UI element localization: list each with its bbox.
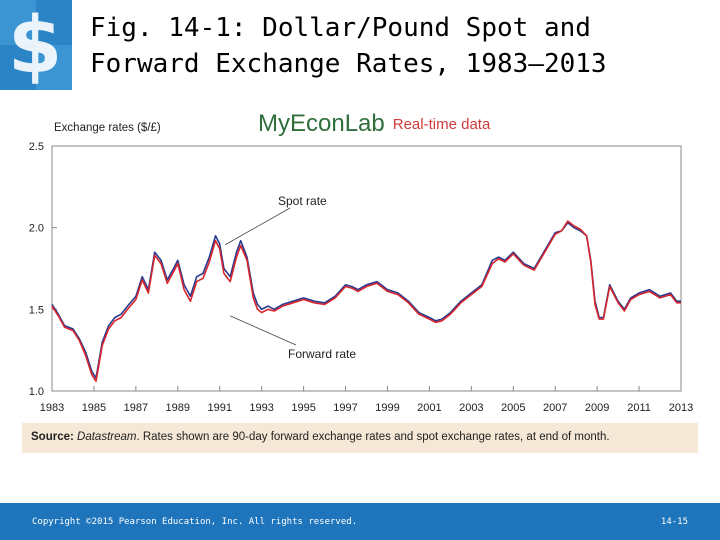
y-tick-label: 2.0 <box>29 223 44 235</box>
brand-name: MyEconLab <box>258 110 385 137</box>
x-tick-label: 1995 <box>291 402 315 414</box>
x-tick-label: 2005 <box>501 402 525 414</box>
chart-series <box>51 220 681 383</box>
x-tick-label: 1999 <box>375 402 399 414</box>
x-tick-label: 2011 <box>627 402 651 414</box>
myeconlab-brand: MyEconLab Real-time data <box>258 110 490 140</box>
slide-title-line-1: Fig. 14-1: Dollar/Pound Spot and <box>90 13 591 43</box>
x-tick-label: 1983 <box>40 402 64 414</box>
x-tick-label: 1985 <box>82 402 106 414</box>
spot-rate-line <box>51 222 681 379</box>
forward-rate-line <box>51 220 681 383</box>
copyright-text: Copyright ©2015 Pearson Education, Inc. … <box>32 517 358 527</box>
source-name: Datastream <box>77 431 137 443</box>
brand-subtitle: Real-time data <box>392 116 491 133</box>
x-axis-ticks: 1983 1985 1987 1989 1991 1993 1995 1997 1999 2001… <box>40 386 693 414</box>
spot-rate-leader <box>225 207 291 246</box>
exchange-rate-chart: Exchange rates ($/£) 1.01.52.02.5 1983 19… <box>29 122 694 414</box>
dollar-sign-logo-icon: $ <box>0 0 72 90</box>
chart-axes <box>51 145 682 392</box>
plot-frame <box>51 145 682 392</box>
source-label: Source: <box>31 431 74 443</box>
y-tick-label: 1.0 <box>29 386 44 398</box>
x-tick-label: 1991 <box>207 402 231 414</box>
y-axis-label: Exchange rates ($/£) <box>54 122 161 134</box>
y-tick-label: 2.5 <box>29 141 44 153</box>
footer-bar: Copyright ©2015 Pearson Education, Inc. … <box>0 503 720 540</box>
x-tick-label: 1993 <box>249 402 273 414</box>
source-description: . Rates shown are 90-day forward exchang… <box>136 431 610 443</box>
page-number: 14-15 <box>660 517 688 527</box>
source-note: Source: Datastream. Rates shown are 90-d… <box>22 423 698 453</box>
x-tick-label: 1989 <box>166 402 190 414</box>
svg-text:$: $ <box>8 1 62 90</box>
slide-title: Fig. 14-1: Dollar/Pound Spot and Forward… <box>90 10 710 82</box>
x-tick-label: 2001 <box>417 402 441 414</box>
forward-rate-annotation: Forward rate <box>288 347 356 361</box>
chart-annotations: Spot rate Forward rate <box>225 194 356 361</box>
x-tick-label: 2003 <box>459 402 483 414</box>
x-tick-label: 1997 <box>333 402 357 414</box>
y-tick-label: 1.5 <box>29 304 44 316</box>
x-tick-label: 1987 <box>124 402 148 414</box>
y-axis-ticks: 1.0 1.5 2.0 2.5 <box>29 141 57 398</box>
x-tick-label: 2007 <box>543 402 567 414</box>
forward-rate-leader <box>230 315 297 346</box>
x-tick-label: 2009 <box>585 402 609 414</box>
x-tick-label: 2013 <box>669 402 693 414</box>
slide-title-line-2: Forward Exchange Rates, 1983–2013 <box>90 49 607 79</box>
spot-rate-annotation: Spot rate <box>278 194 327 208</box>
